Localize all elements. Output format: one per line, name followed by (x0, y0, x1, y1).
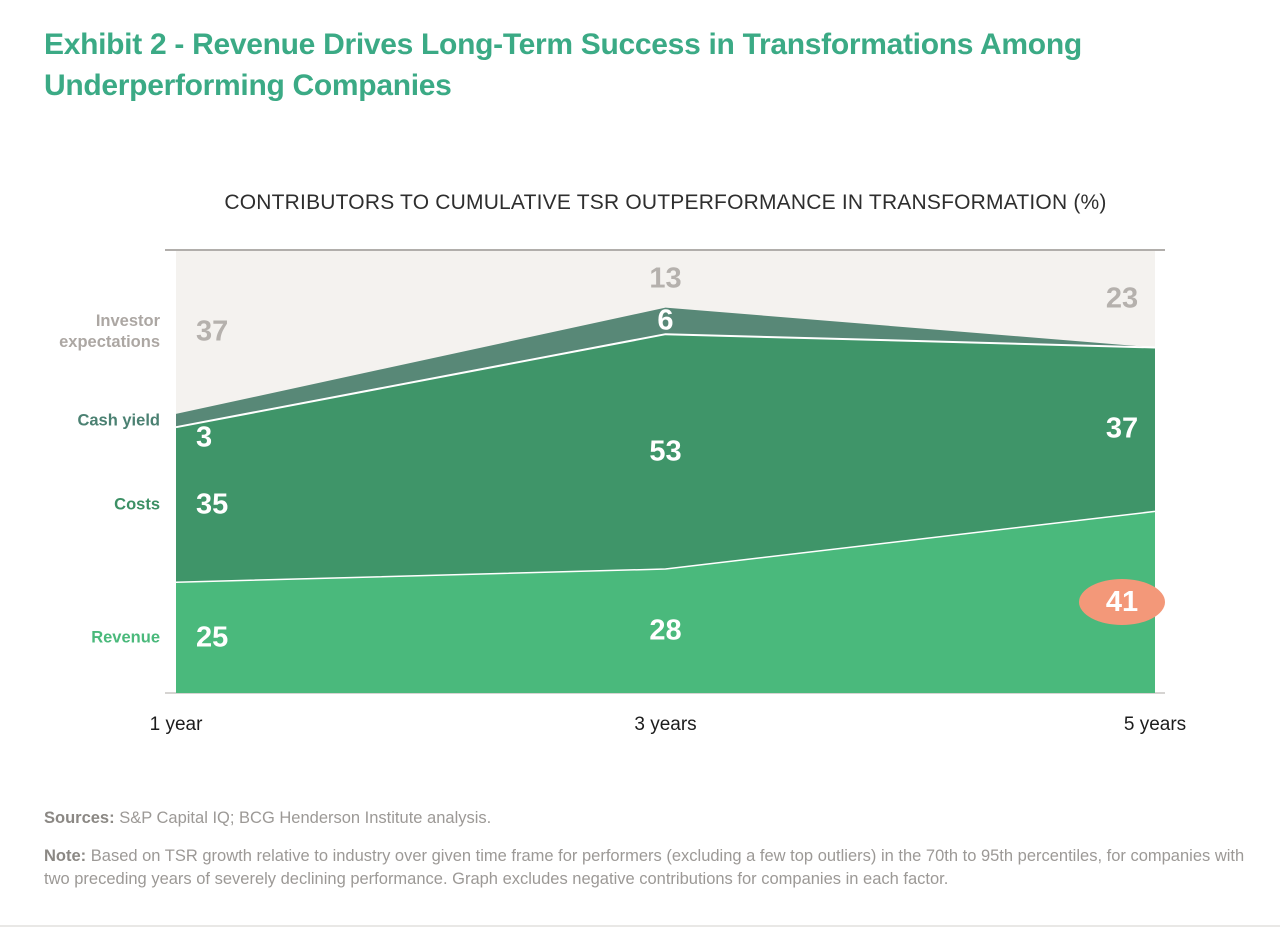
x-axis-label-2: 3 years (634, 714, 697, 735)
separator-costs-top (175, 333, 1156, 429)
value-revenue-2: 41 (1105, 585, 1139, 618)
value-cash-yield-0: 3 (196, 421, 213, 454)
page-title: Exhibit 2 - Revenue Drives Long-Term Suc… (44, 28, 1082, 102)
value-costs-0: 35 (196, 488, 229, 521)
value-investor-expectations-2: 23 (1105, 282, 1139, 315)
value-cash-yield-1: 6 (657, 304, 674, 337)
note-label: Note: (44, 847, 87, 865)
value-revenue-0: 25 (196, 621, 229, 654)
area-costs (176, 334, 1155, 583)
sources-label: Sources: (44, 809, 115, 827)
x-axis-label-3: 5 years (1123, 714, 1187, 735)
legend-investor-expectations: Investor expectations (59, 311, 160, 351)
value-revenue-1: 28 (649, 614, 682, 647)
separator-revenue-top (175, 510, 1156, 584)
value-costs-1: 53 (649, 435, 682, 468)
legend-revenue: Revenue (91, 628, 160, 647)
legend-cash-yield: Cash yield (77, 411, 160, 430)
sources-value: S&P Capital IQ; BCG Henderson Institute … (114, 809, 492, 827)
value-investor-expectations-1: 13 (649, 262, 682, 295)
note-text: Note: Based on TSR growth relative to in… (44, 845, 1249, 890)
value-costs-2: 37 (1105, 412, 1139, 445)
value-investor-expectations-0: 37 (196, 315, 229, 348)
sources-text: Sources: S&P Capital IQ; BCG Henderson I… (44, 807, 1249, 830)
area-revenue (176, 511, 1155, 693)
chart-title: CONTRIBUTORS TO CUMULATIVE TSR OUTPERFOR… (224, 191, 1107, 214)
area-cash-yield (176, 307, 1155, 428)
highlight-ellipse-revenue: 41 (1079, 579, 1165, 626)
legend-costs: Costs (114, 495, 160, 514)
x-axis-label-1: 1 year (149, 714, 203, 735)
note-value: Based on TSR growth relative to industry… (44, 847, 1245, 888)
